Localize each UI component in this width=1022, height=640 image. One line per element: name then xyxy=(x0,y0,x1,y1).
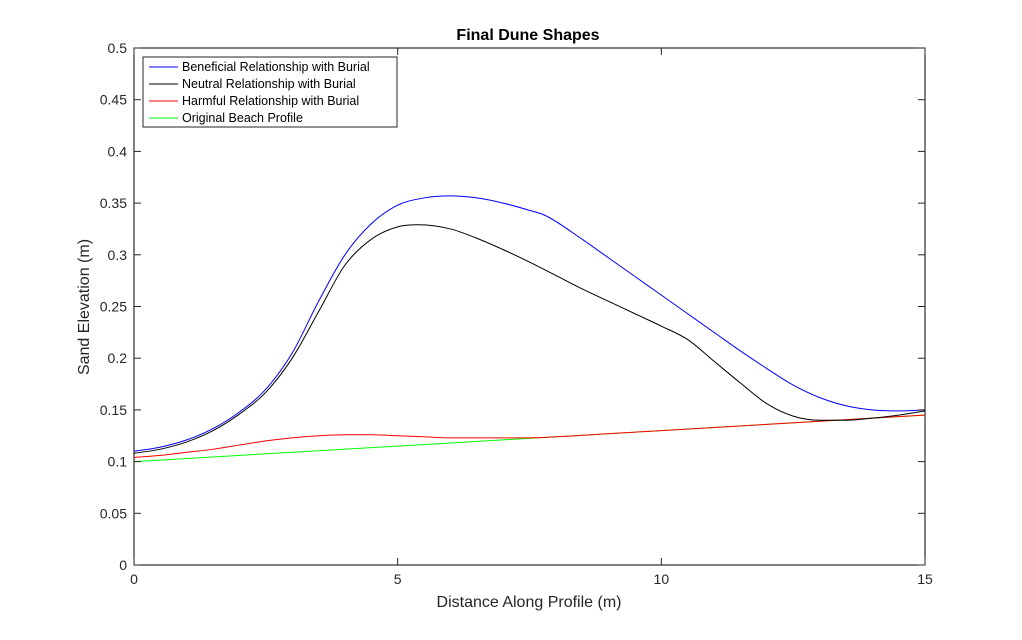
legend-label: Neutral Relationship with Burial xyxy=(182,77,356,91)
y-axis-label: Sand Elevation (m) xyxy=(76,239,93,375)
x-tick-label: 0 xyxy=(130,571,138,587)
legend-item-3: Original Beach Profile xyxy=(149,111,303,125)
series-line-1 xyxy=(133,224,926,454)
y-tick-label: 0.35 xyxy=(100,195,127,211)
legend-items: Beneficial Relationship with Burial Neutr… xyxy=(149,60,370,125)
x-tick-label: 15 xyxy=(917,571,933,587)
x-tick-label: 5 xyxy=(394,571,402,587)
x-axis-label: Distance Along Profile (m) xyxy=(437,594,622,611)
chart-title: Final Dune Shapes xyxy=(456,27,599,44)
legend-item-0: Beneficial Relationship with Burial xyxy=(149,60,370,74)
legend-box xyxy=(142,56,398,128)
legend-label: Harmful Relationship with Burial xyxy=(182,94,359,108)
y-tick-label: 0.4 xyxy=(108,143,128,159)
y-tick-label: 0 xyxy=(119,557,127,573)
y-tick-label: 0.15 xyxy=(100,402,127,418)
legend: Beneficial Relationship with Burial Neutr… xyxy=(142,56,398,128)
y-tick-label: 0.3 xyxy=(108,247,128,263)
ticks-layer: 0 5 10 15 0 0.05 0.1 0.15 0.2 0.25 0.3 0.35 0.4 0.45 0… xyxy=(100,40,933,587)
y-tick-label: 0.2 xyxy=(108,350,128,366)
legend-label: Beneficial Relationship with Burial xyxy=(182,60,370,74)
y-tick-label: 0.1 xyxy=(108,454,128,470)
legend-label: Original Beach Profile xyxy=(182,111,303,125)
y-tick-label: 0.5 xyxy=(108,40,128,56)
y-tick-label: 0.25 xyxy=(100,299,127,315)
x-tick-label: 10 xyxy=(654,571,670,587)
y-tick-label: 0.05 xyxy=(100,505,127,521)
series-line-0 xyxy=(133,195,926,452)
legend-item-2: Harmful Relationship with Burial xyxy=(149,94,359,108)
y-tick-label: 0.45 xyxy=(100,92,127,108)
series-layer xyxy=(133,195,926,463)
series-line-2 xyxy=(133,414,926,458)
plot-frame xyxy=(133,47,926,566)
legend-item-1: Neutral Relationship with Burial xyxy=(149,77,356,91)
